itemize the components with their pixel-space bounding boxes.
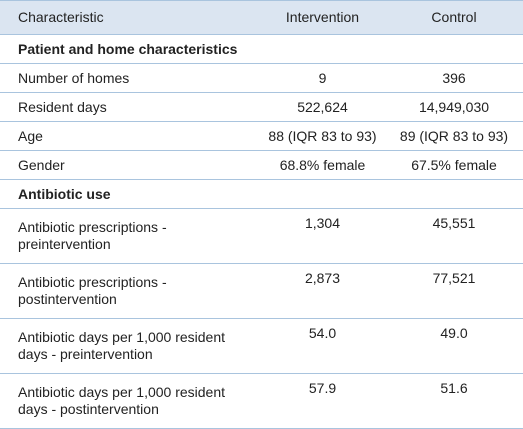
header-cell: Control [385,0,523,35]
table-body: Patient and home characteristics Number o… [0,34,523,429]
section-label: Patient and home characteristics [0,34,523,64]
control-cell: 396 [385,63,523,93]
control-cell: 49.0 [385,318,523,374]
row-label: Number of homes [0,63,260,93]
data-row: Age 88 (IQR 83 to 93) 89 (IQR 83 to 93) [0,121,523,151]
control-cell: 14,949,030 [385,92,523,122]
intervention-cell: 2,873 [260,263,385,319]
data-row: Antibiotic prescriptions - preinterventi… [0,208,523,264]
intervention-cell: 57.9 [260,373,385,429]
control-cell: 45,551 [385,208,523,264]
data-row: Antibiotic prescriptions - postintervent… [0,263,523,319]
header-cell: Intervention [260,0,385,35]
data-row: Antibiotic days per 1,000 resident days … [0,318,523,374]
header-row: Characteristic Intervention Control [0,0,523,35]
intervention-cell: 54.0 [260,318,385,374]
intervention-cell: 522,624 [260,92,385,122]
section-label: Antibiotic use [0,179,523,209]
data-row: Gender 68.8% female 67.5% female [0,150,523,180]
row-label: Resident days [0,92,260,122]
data-row: Number of homes 9 396 [0,63,523,93]
control-cell: 89 (IQR 83 to 93) [385,121,523,151]
control-cell: 67.5% female [385,150,523,180]
data-row: Antibiotic days per 1,000 resident days … [0,373,523,429]
control-cell: 77,521 [385,263,523,319]
section-row: Patient and home characteristics [0,34,523,64]
row-label: Antibiotic prescriptions - postintervent… [0,263,260,319]
header-cell: Characteristic [0,0,260,35]
data-row: Resident days 522,624 14,949,030 [0,92,523,122]
row-label: Antibiotic prescriptions - preinterventi… [0,208,260,264]
intervention-cell: 9 [260,63,385,93]
row-label: Antibiotic days per 1,000 resident days … [0,373,260,429]
section-row: Antibiotic use [0,179,523,209]
row-label: Antibiotic days per 1,000 resident days … [0,318,260,374]
intervention-cell: 68.8% female [260,150,385,180]
row-label: Age [0,121,260,151]
intervention-cell: 1,304 [260,208,385,264]
control-cell: 51.6 [385,373,523,429]
row-label: Gender [0,150,260,180]
intervention-cell: 88 (IQR 83 to 93) [260,121,385,151]
table-header: Characteristic Intervention Control [0,0,523,35]
